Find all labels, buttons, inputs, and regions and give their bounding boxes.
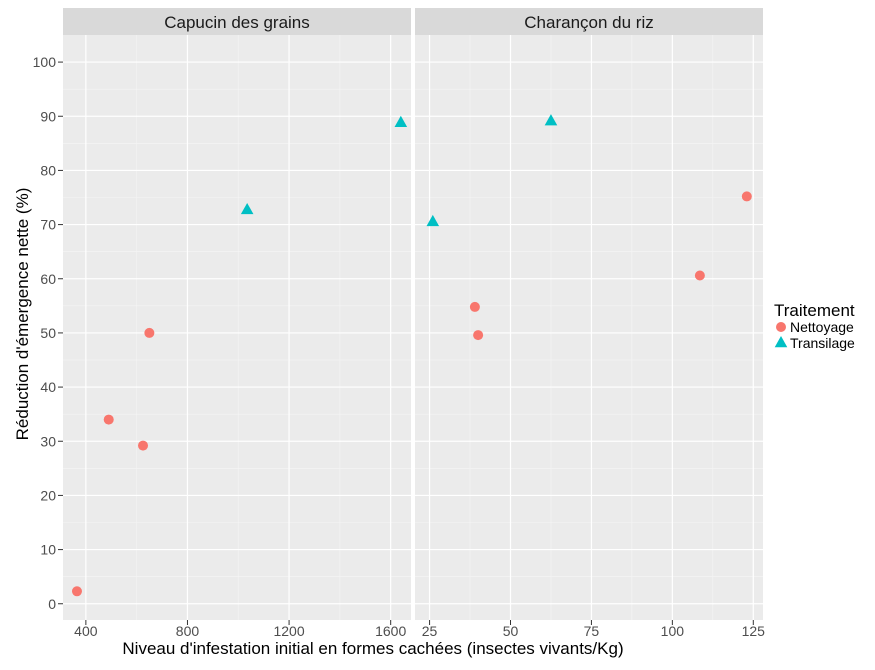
strip-title: Charançon du riz — [524, 13, 653, 32]
y-tick-label: 50 — [40, 325, 56, 341]
strip-background — [415, 8, 763, 35]
strip-title: Capucin des grains — [164, 13, 310, 32]
data-point-nettoyage — [144, 327, 155, 338]
data-point-nettoyage — [694, 270, 705, 281]
x-tick-label: 75 — [584, 623, 600, 639]
panels-layer: Capucin des grains Charançon du riz — [63, 8, 763, 620]
y-tick-label: 10 — [40, 542, 56, 558]
y-axis-title: Réduction d'émergence nette (%) — [13, 188, 32, 441]
legend-label-nettoyage: Nettoyage — [790, 319, 854, 335]
y-tick-label: 80 — [40, 162, 56, 178]
x-tick-label: 50 — [503, 623, 519, 639]
y-tick-label: 60 — [40, 271, 56, 287]
data-point-nettoyage — [741, 191, 752, 202]
x-tick-label: 125 — [742, 623, 766, 639]
legend-key-nettoyage — [776, 322, 786, 332]
data-point-transilage — [544, 114, 558, 126]
y-tick-label: 30 — [40, 433, 56, 449]
y-tick-label: 70 — [40, 217, 56, 233]
x-tick-label: 1200 — [273, 623, 304, 639]
x-tick-label: 400 — [74, 623, 98, 639]
y-tick-label: 90 — [40, 108, 56, 124]
data-point-nettoyage — [469, 301, 480, 312]
panel-1: Capucin des grains — [63, 8, 411, 620]
data-point-nettoyage — [138, 440, 149, 451]
y-tick-label: 100 — [33, 54, 57, 70]
panel-2: Charançon du riz — [415, 8, 763, 620]
x-tick-label: 25 — [422, 623, 438, 639]
axis-layer: 0 10 20 30 40 50 60 70 80 90 100 400 800 1200 1600 25 50… — [33, 54, 766, 639]
strip-background — [63, 8, 411, 35]
legend-title: Traitement — [774, 301, 855, 320]
data-point-transilage — [394, 115, 408, 127]
x-tick-label: 1600 — [375, 623, 406, 639]
data-point-nettoyage — [103, 414, 114, 425]
x-tick-label: 800 — [176, 623, 200, 639]
data-point-transilage — [240, 202, 254, 215]
x-axis-title: Niveau d'infestation initial en formes c… — [122, 639, 623, 658]
panel-background — [63, 35, 411, 620]
data-point-nettoyage — [71, 586, 82, 597]
y-tick-label: 40 — [40, 379, 56, 395]
x-tick-label: 100 — [661, 623, 685, 639]
data-point-nettoyage — [473, 330, 484, 341]
y-tick-label: 20 — [40, 487, 56, 503]
legend-label-transilage: Transilage — [790, 335, 855, 351]
panel-background — [415, 35, 763, 620]
y-tick-label: 0 — [48, 596, 56, 612]
data-point-transilage — [426, 214, 440, 227]
legend-key-transilage — [774, 336, 788, 348]
